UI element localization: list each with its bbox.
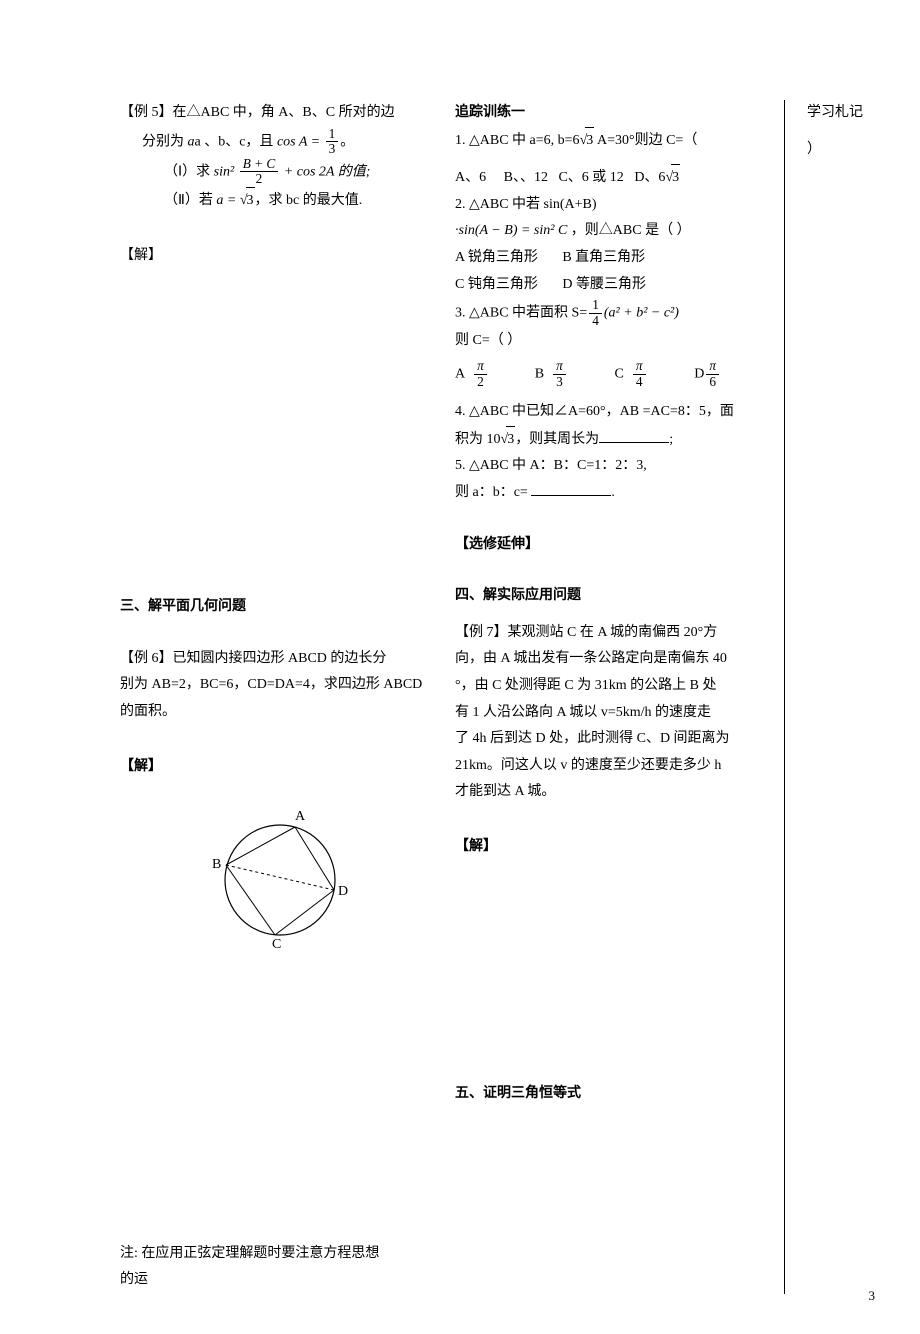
svg-text:D: D — [338, 884, 348, 899]
q2-opts-row1: A 锐角三角形 B 直角三角形 — [455, 245, 774, 272]
q1: 1. △ABC 中 a=6, b=63 A=30°则边 C=（ — [455, 127, 774, 155]
margin-paren: ） — [807, 137, 880, 164]
q4-l1: 4. △ABC 中已知∠A=60°，AB =AC=8：5，面 — [455, 399, 774, 426]
q4-l2: 积为 103，则其周长为; — [455, 426, 774, 454]
section-3-title: 三、解平面几何问题 — [120, 594, 440, 621]
ex6-l3: 的面积。 — [120, 699, 440, 726]
q2-opts-row2: C 钝角三角形 D 等腰三角形 — [455, 272, 774, 299]
q5-l1: 5. △ABC 中 A：B：C=1：2：3, — [455, 453, 774, 480]
example-6: 【例 6】已知圆内接四边形 ABCD 的边长分 别为 AB=2，BC=6，CD=… — [120, 646, 440, 726]
ex5-solution-label: 【解】 — [120, 243, 440, 270]
page-number: 3 — [869, 1284, 876, 1309]
ex5-line1: 【例 5】在△ABC 中，角 A、B、C 所对的边 — [120, 100, 440, 127]
q5-l2: 则 a：b：c= . — [455, 480, 774, 507]
example-7: 【例 7】某观测站 C 在 A 城的南偏西 20°方 向，由 A 城出发有一条公… — [455, 620, 774, 806]
ex6-l2: 别为 AB=2，BC=6，CD=DA=4，求四边形 ABCD — [120, 672, 440, 699]
q1-options: A、6 B、、12 C、6 或 12 D、63 — [455, 164, 774, 192]
q2-l2: ·sin(A − B) = sin² C ，则△ABC 是（ ） — [455, 218, 774, 245]
svg-text:B: B — [212, 857, 221, 872]
frac-1-3: 13 — [326, 127, 339, 157]
circle-diagram: A B C D — [180, 800, 380, 961]
tracking-title: 追踪训练一 — [455, 100, 774, 127]
ex5-part1: （Ⅰ）求 sin² B + C2 + cos 2A 的值; — [164, 157, 440, 187]
ex7-solution-label: 【解】 — [455, 834, 774, 861]
q3-l1: 3. △ABC 中若面积 S=14(a² + b² − c²) — [455, 298, 774, 328]
svg-text:C: C — [272, 937, 281, 950]
svg-text:A: A — [295, 809, 306, 824]
ex5-line2: 分别为 aa 、b、c，且 cos A = 13。 — [142, 127, 440, 157]
q3-l2: 则 C=（ ） — [455, 328, 774, 355]
note-l1: 注: 在应用正弦定理解题时要注意方程思想 — [120, 1241, 440, 1268]
ex6-solution-label: 【解】 — [120, 754, 440, 781]
margin-column: 学习札记 ） — [795, 100, 880, 1294]
q3-options: A π2 B π3 C π4 Dπ6 — [455, 359, 774, 389]
frac-bc-2: B + C2 — [240, 157, 279, 187]
q2-l1: 2. △ABC 中若 sin(A+B) — [455, 192, 774, 219]
left-column: 【例 5】在△ABC 中，角 A、B、C 所对的边 分别为 aa 、b、c，且 … — [120, 100, 440, 1294]
ex6-l1: 【例 6】已知圆内接四边形 ABCD 的边长分 — [120, 646, 440, 673]
right-column: 追踪训练一 1. △ABC 中 a=6, b=63 A=30°则边 C=（ A、… — [455, 100, 785, 1294]
example-5: 【例 5】在△ABC 中，角 A、B、C 所对的边 分别为 aa 、b、c，且 … — [120, 100, 440, 215]
section-4-title: 四、解实际应用问题 — [455, 583, 774, 610]
margin-heading: 学习札记 — [807, 100, 880, 127]
elective-title: 【选修延伸】 — [455, 532, 774, 559]
note-l2: 的运 — [120, 1267, 440, 1294]
ex5-part2: （Ⅱ）若 a = 3，求 bc 的最大值. — [164, 187, 440, 215]
section-5-title: 五、证明三角恒等式 — [455, 1081, 774, 1108]
